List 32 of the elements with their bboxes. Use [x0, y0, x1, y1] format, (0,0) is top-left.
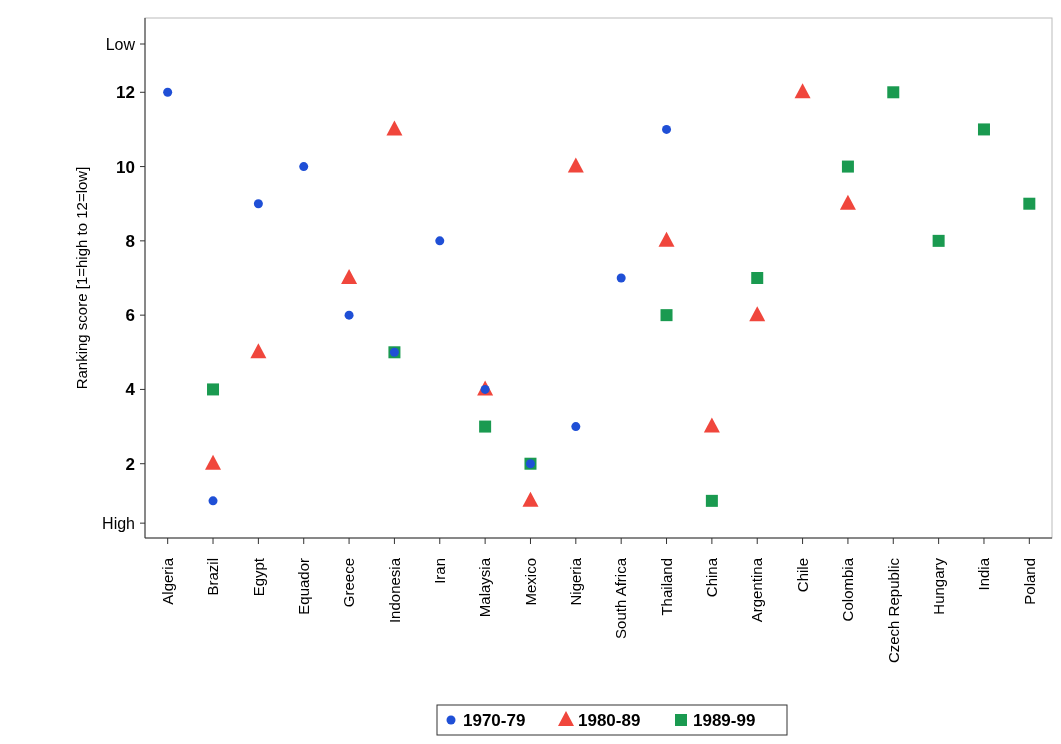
x-tick-label: India	[975, 557, 993, 591]
x-tick-label: Thailand	[657, 558, 675, 616]
y-tick-label: Low	[105, 35, 136, 53]
legend-label: 1989-99	[693, 710, 756, 730]
x-tick-label: Czech Republic	[884, 557, 902, 664]
y-axis-title: Ranking score [1=high to 12=low]	[73, 166, 90, 390]
x-tick-label: Indonesia	[385, 557, 403, 624]
legend-label: 1970-79	[463, 710, 526, 730]
legend-label: 1980-89	[578, 710, 641, 730]
y-tick-label: High	[102, 514, 135, 532]
x-tick-label: Brazil	[204, 558, 222, 596]
x-tick-label: South Africa	[612, 557, 630, 639]
x-tick-label: Colombia	[839, 557, 857, 622]
x-tick-label: Iran	[431, 558, 449, 584]
y-tick-label: 4	[125, 380, 136, 400]
x-tick-label: Egypt	[249, 557, 267, 597]
y-tick-label: 8	[125, 231, 135, 251]
x-tick-label: China	[703, 557, 721, 598]
y-tick-label: 10	[116, 157, 135, 177]
y-tick-label: 6	[125, 306, 135, 326]
x-tick-label: Mexico	[521, 558, 539, 606]
x-tick-label: Nigeria	[567, 557, 585, 606]
x-tick-label: Malaysia	[476, 557, 494, 618]
x-tick-label: Greece	[340, 558, 358, 608]
x-tick-label: Equador	[294, 558, 312, 615]
x-tick-label: Chile	[793, 558, 811, 593]
x-tick-label: Argentina	[748, 557, 766, 623]
x-tick-label: Hungary	[929, 557, 947, 615]
y-tick-label: 2	[125, 454, 135, 474]
y-tick-label: 12	[116, 83, 135, 103]
x-tick-label: Algeria	[158, 557, 176, 605]
x-tick-label: Poland	[1020, 558, 1038, 605]
